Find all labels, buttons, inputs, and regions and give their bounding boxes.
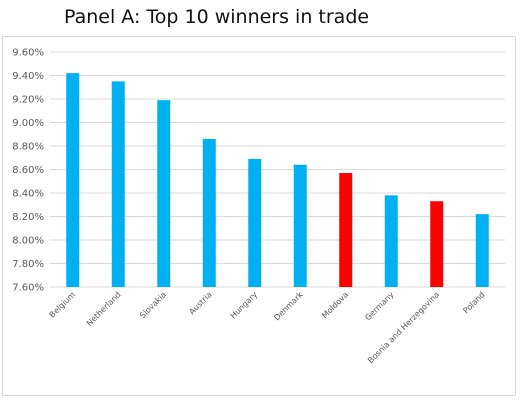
bar-germany bbox=[384, 195, 398, 287]
y-tick-label: 9.60% bbox=[12, 48, 44, 59]
y-tick-label: 8.40% bbox=[12, 189, 44, 200]
x-axis-labels: Belgium Netherland Slovakia Austria Hungary D… bbox=[48, 290, 487, 365]
bar-belgium bbox=[66, 73, 80, 288]
gridlines bbox=[50, 51, 505, 288]
bar-hungary bbox=[248, 158, 262, 287]
y-tick-label: 9.40% bbox=[12, 71, 44, 82]
x-tick-label: Poland bbox=[461, 290, 486, 315]
bar-netherland bbox=[111, 81, 125, 287]
bars bbox=[66, 73, 489, 288]
x-tick-label: Denmark bbox=[272, 290, 305, 323]
y-tick-label: 9.00% bbox=[12, 118, 44, 129]
x-tick-label: Austria bbox=[187, 290, 213, 316]
x-tick-label: Netherland bbox=[85, 290, 123, 328]
x-tick-label: Belgium bbox=[48, 290, 78, 320]
x-tick-label: Moldova bbox=[320, 290, 350, 320]
x-tick-label: Hungary bbox=[229, 290, 260, 321]
y-tick-label: 8.00% bbox=[12, 236, 44, 247]
chart-title: Panel A: Top 10 winners in trade bbox=[64, 6, 370, 28]
bar-denmark bbox=[293, 164, 307, 287]
x-tick-label: Slovakia bbox=[138, 290, 168, 320]
bar-austria bbox=[202, 138, 216, 287]
x-tick-label: Germany bbox=[363, 290, 396, 323]
bar-moldova bbox=[339, 173, 353, 287]
y-tick-label: 9.20% bbox=[12, 95, 44, 106]
y-axis-ticks: 7.60% 7.80% 8.00% 8.20% 8.40% 8.60% 8.80% 9.00%… bbox=[12, 48, 44, 294]
y-tick-label: 8.60% bbox=[12, 165, 44, 176]
bar-slovakia bbox=[157, 100, 171, 287]
y-tick-label: 7.60% bbox=[12, 283, 44, 294]
bar-bosnia-and-herzegovina bbox=[430, 201, 444, 287]
y-tick-label: 7.80% bbox=[12, 259, 44, 270]
bar-poland bbox=[475, 214, 489, 287]
y-tick-label: 8.80% bbox=[12, 142, 44, 153]
y-tick-label: 8.20% bbox=[12, 212, 44, 223]
